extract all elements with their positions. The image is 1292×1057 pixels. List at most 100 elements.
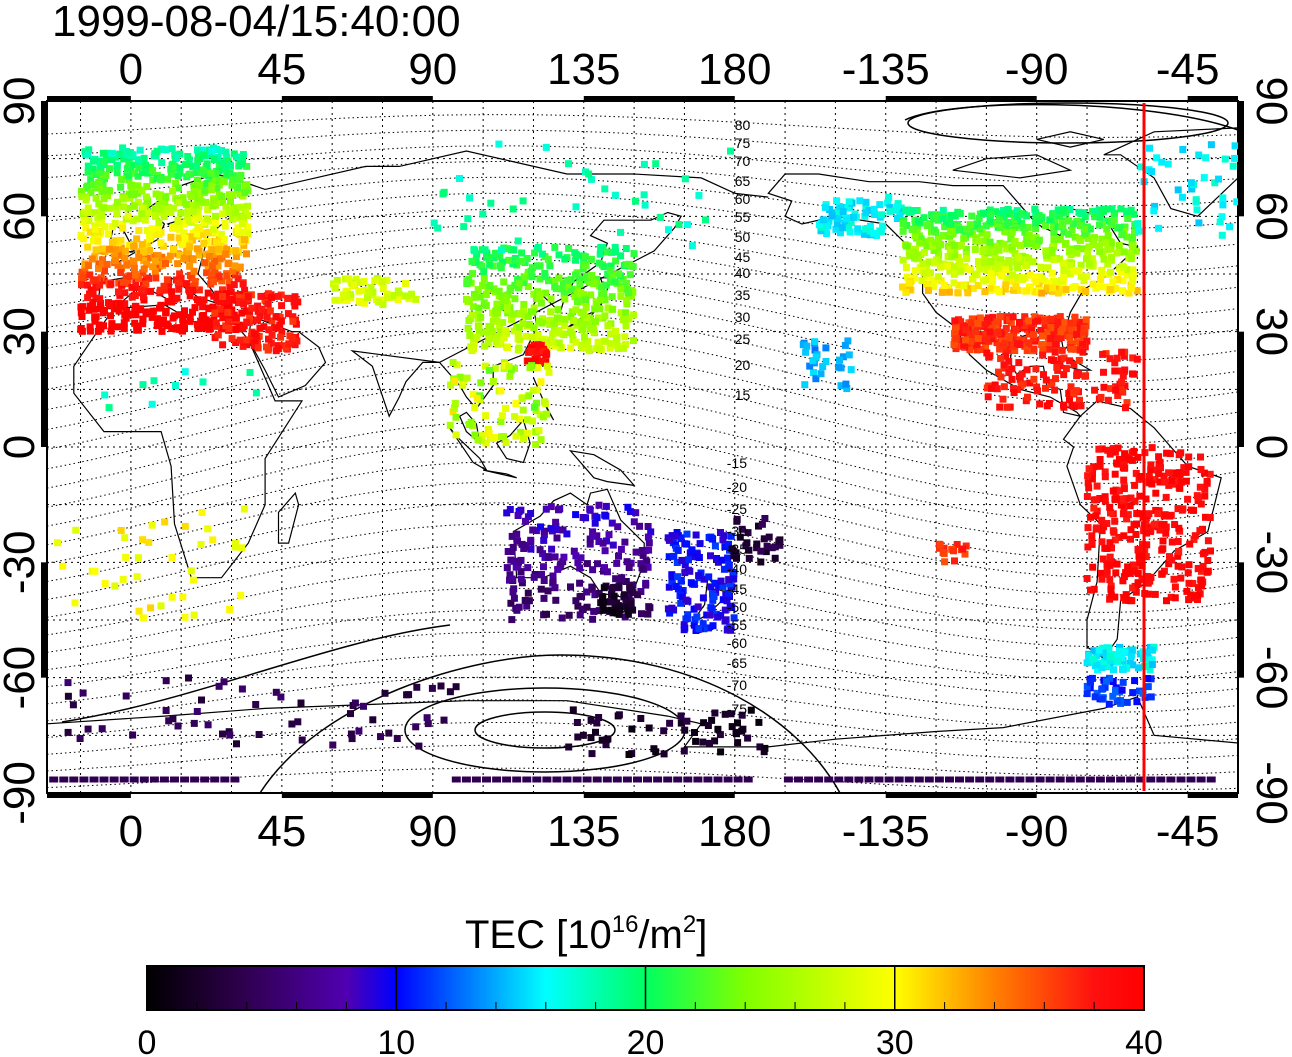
tec-cell [1051,340,1059,348]
tec-cell [117,244,125,252]
tec-cell [515,558,522,566]
tec-cell [512,776,522,783]
tec-cell [585,344,593,352]
tec-cell [516,310,524,318]
tec-cell [235,294,243,302]
tec-cell [1073,338,1081,346]
tec-cell [278,328,286,336]
tec-cell [481,246,489,254]
tec-cell [485,255,493,263]
tec-cell [285,340,293,348]
tec-cell [833,197,841,205]
tec-cell [502,404,509,412]
tec-cell [498,412,506,420]
tec-cell [1109,487,1117,495]
tec-cell [696,540,704,548]
tec-cell [602,502,610,510]
tec-cell [1083,659,1091,667]
tec-cell [151,267,159,275]
tec-cell [227,197,234,205]
tec-cell [238,544,246,552]
tec-cell [1077,402,1085,410]
tec-cell [1186,540,1194,548]
tec-cell [139,169,146,176]
tec-cell [1121,649,1129,657]
tec-cell [278,302,286,310]
tec-cell [999,395,1007,403]
tec-cell [1202,513,1209,521]
tec-cell [623,286,631,294]
tec-cell [203,269,211,277]
tec-cell [515,344,523,352]
tec-cell [1033,383,1041,391]
tec-data-cells [49,140,1238,783]
tec-cell [1025,231,1033,239]
tec-cell [503,306,511,314]
contour-label: -70 [727,677,747,693]
tec-cell [683,540,691,548]
tec-cell [90,305,98,313]
tec-cell [673,559,681,566]
tec-cell [952,345,960,353]
tec-cell [995,288,1003,296]
tec-cell [86,327,94,335]
tec-cell [935,234,942,242]
tec-cell [757,558,765,566]
tec-cell [213,238,221,246]
tec-cell [959,322,967,330]
tec-cell [1178,193,1186,201]
tec-cell [95,179,103,187]
tec-cell [1035,282,1043,290]
tec-cell [117,236,125,244]
tec-cell [1144,590,1152,598]
tec-cell [1179,505,1187,513]
tec-cell [229,267,237,275]
tec-cell [1164,160,1172,168]
tec-cell [987,270,995,278]
tec-cell [951,317,959,325]
tec-cell [1098,270,1106,278]
tec-cell [181,310,188,318]
tec-cell [329,741,337,749]
tec-cell [133,573,141,581]
tec-cell [967,319,975,327]
tec-cell [665,536,673,544]
tec-cell [1095,206,1103,214]
tec-cell [1136,510,1144,518]
tec-cell [95,321,103,329]
tec-cell [64,728,72,736]
tec-cell [1053,363,1061,371]
tec-cell [511,295,519,303]
tec-cell [1132,531,1140,538]
tec-cell [127,311,135,319]
tec-cell [718,556,726,564]
tec-cell [1171,583,1179,591]
tec-cell [573,298,581,305]
tec-cell [884,776,894,783]
tec-cell [744,529,752,537]
tec-cell [108,156,116,164]
tec-cell [1042,251,1050,259]
tec-cell [950,341,958,348]
tec-cell [645,539,653,547]
tec-cell [208,320,215,328]
tec-cell [607,598,614,606]
tec-cell [980,330,988,338]
tec-cell [681,561,689,569]
tec-cell [1142,495,1150,503]
tec-cell [173,324,181,332]
tec-cell [842,214,850,222]
tec-cell [1130,567,1138,575]
tec-cell [1122,404,1129,412]
tec-cell [615,610,623,618]
tec-cell [369,716,377,724]
tec-cell [950,279,958,287]
tec-cell [1084,250,1092,258]
tec-cell [514,276,522,284]
tec-cell [1197,576,1205,584]
tec-cell [212,212,219,220]
tec-cell [529,526,537,534]
tec-cell [1002,352,1010,360]
tec-cell [715,581,723,589]
tec-cell [502,776,512,783]
